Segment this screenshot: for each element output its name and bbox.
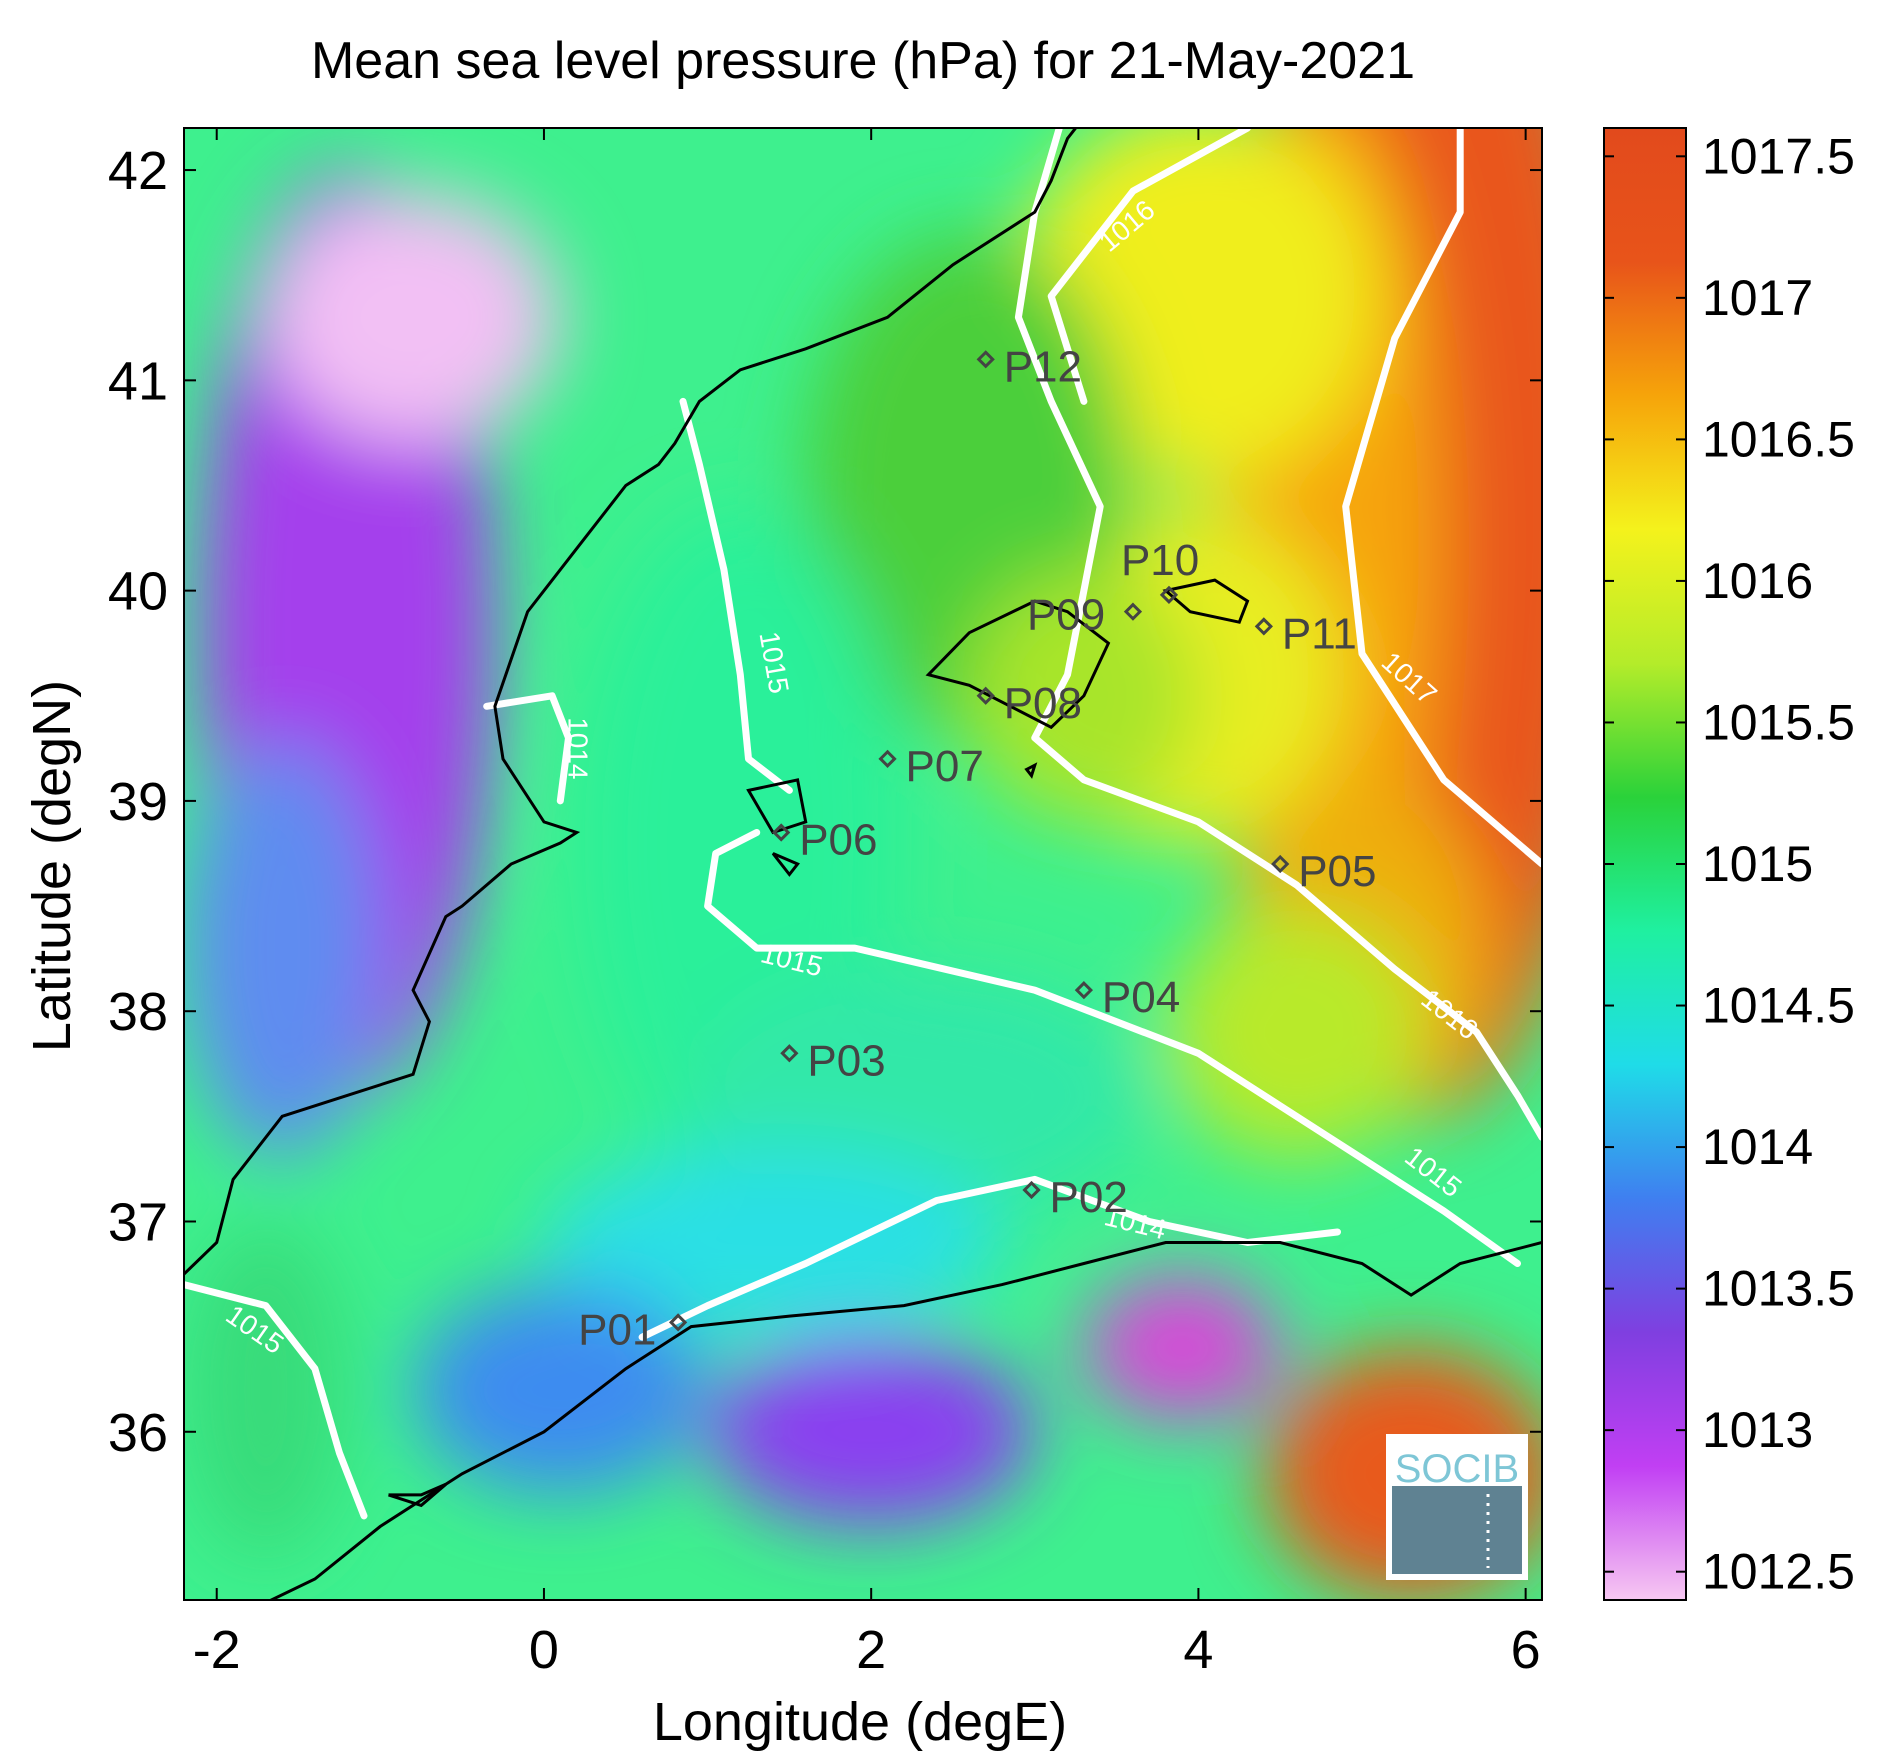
- station-marker: [976, 350, 995, 369]
- colorbar-tick-label: 1015.5: [1702, 694, 1855, 750]
- isobar-line: [1047, 128, 1251, 405]
- colorbar-bar: [1603, 127, 1687, 1601]
- x-tick-label: 0: [529, 1620, 559, 1680]
- station-label: P03: [807, 1036, 885, 1085]
- y-tick-label: 36: [108, 1403, 168, 1463]
- coast-line: [267, 1241, 1542, 1600]
- island-coast: [1162, 578, 1250, 624]
- x-axis-label: Longitude (degE): [653, 1692, 1067, 1752]
- station-marker: [1254, 617, 1273, 636]
- y-tick-label: 37: [108, 1192, 168, 1252]
- station-label: P04: [1102, 973, 1180, 1022]
- coast-line: [184, 128, 1077, 1276]
- isobar-line: [638, 1175, 1341, 1341]
- field-blob: [1165, 906, 1428, 1159]
- island-coast: [925, 599, 1111, 730]
- station-label: P08: [1004, 679, 1082, 728]
- station-label: P02: [1050, 1173, 1128, 1222]
- island-coast: [1024, 762, 1038, 779]
- station-label: P05: [1298, 847, 1376, 896]
- colorbar-tick-label: 1016: [1702, 553, 1813, 609]
- y-tick-label: 41: [108, 351, 168, 411]
- station-label: P07: [906, 742, 984, 791]
- colorbar-tick-label: 1017: [1702, 270, 1813, 326]
- station-marker: [772, 823, 791, 842]
- colorbar-tick-label: 1014.5: [1702, 978, 1855, 1034]
- pressure-field: [184, 128, 1542, 1600]
- station-label: P11: [1282, 609, 1357, 658]
- station-marker: [780, 1044, 799, 1063]
- x-tick-label: 6: [1511, 1620, 1541, 1680]
- station-label: P06: [799, 815, 877, 864]
- plot-frame: [183, 127, 1543, 1601]
- isobar-line: [1342, 128, 1542, 868]
- isobar-line: [483, 692, 572, 805]
- isobars: [184, 128, 1542, 1520]
- x-tick-label: 2: [856, 1620, 886, 1680]
- isobar-line: [184, 1281, 368, 1520]
- y-axis: 36 37 38 39 40 41 42: [108, 141, 1542, 1463]
- field-blob: [707, 1337, 1035, 1527]
- colorbar-tick-label: 1017.5: [1702, 128, 1855, 184]
- island-coast: [746, 778, 808, 835]
- plot-area: [184, 128, 1542, 1600]
- logo-text: SOCIB: [1395, 1447, 1519, 1491]
- colorbar-tick-label: 1013: [1702, 1402, 1813, 1458]
- station-marker: [976, 686, 995, 705]
- x-axis: -2 0 2 4 6: [193, 128, 1541, 1680]
- station-label: P01: [578, 1305, 656, 1354]
- socib-logo: SOCIB: [1386, 1434, 1528, 1580]
- station-marker: [1022, 1180, 1041, 1200]
- field-blob: [413, 1284, 708, 1495]
- y-axis-label: Latitude (degN): [22, 680, 82, 1052]
- isobar-line: [679, 397, 793, 794]
- chart-title: Mean sea level pressure (hPa) for 21-May…: [311, 32, 1415, 90]
- y-tick-label: 38: [108, 982, 168, 1042]
- colorbar: 1012.5 1013 1013.5 1014 1014.5 1015 1015.5 1016…: [1603, 127, 1855, 1601]
- colorbar-tick-label: 1015: [1702, 836, 1813, 892]
- colorbar-tick-label: 1012.5: [1702, 1544, 1855, 1600]
- station-marker: [1074, 981, 1094, 1000]
- coast-line: [388, 1482, 447, 1508]
- station-marker: [1123, 602, 1143, 621]
- station-markers: P01 P02 P03 P04 P05 P06 P07 P08 P09 P10 P11 P12: [578, 342, 1376, 1354]
- field-blob: [184, 1221, 348, 1558]
- isobar-line: [704, 829, 1521, 1267]
- y-tick-label: 42: [108, 141, 168, 201]
- station-label: P10: [1121, 536, 1199, 585]
- coastline: [184, 128, 1542, 1600]
- isobar-line: [1014, 128, 1542, 1141]
- station-marker: [878, 749, 897, 768]
- field-blob: [1083, 1274, 1281, 1422]
- island-coast: [771, 852, 800, 877]
- y-tick-label: 40: [108, 562, 168, 622]
- logo-sea: [1392, 1486, 1522, 1574]
- station-label: P12: [1004, 342, 1082, 391]
- colorbar-tick-label: 1014: [1702, 1119, 1813, 1175]
- station-marker: [1271, 854, 1290, 874]
- x-tick-label: -2: [193, 1620, 241, 1680]
- colorbar-ticks: 1012.5 1013 1013.5 1014 1014.5 1015 1015.5 1016…: [1604, 128, 1855, 1600]
- station-marker: [1159, 585, 1179, 604]
- field-blob: [543, 1147, 1003, 1338]
- colorbar-tick-label: 1013.5: [1702, 1261, 1855, 1317]
- station-marker: [668, 1313, 688, 1332]
- field-blob: [184, 737, 381, 1159]
- isobar-label: 1014: [562, 717, 593, 779]
- y-tick-label: 39: [108, 772, 168, 832]
- field-blob: [265, 191, 561, 444]
- station-label: P09: [1027, 591, 1105, 640]
- colorbar-tick-label: 1016.5: [1702, 411, 1855, 467]
- x-tick-label: 4: [1183, 1620, 1213, 1680]
